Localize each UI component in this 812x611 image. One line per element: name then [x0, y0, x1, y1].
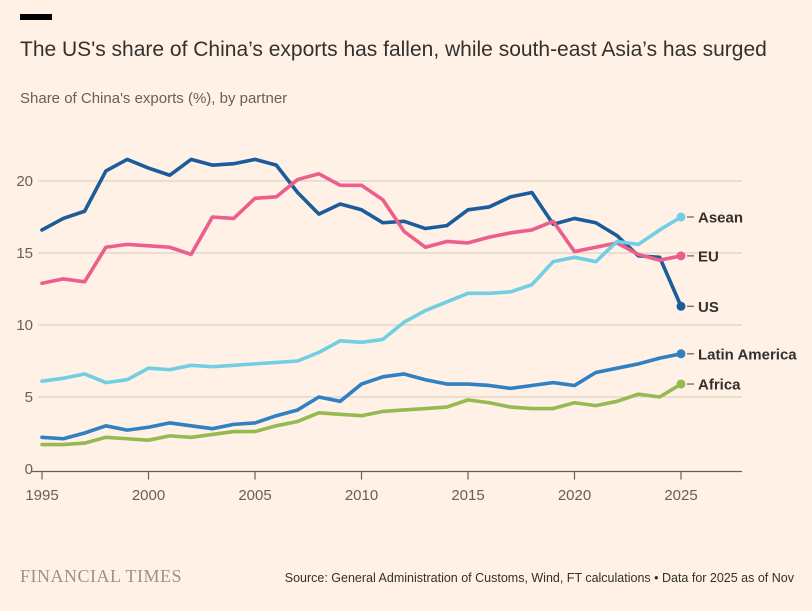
series-label-latin-america: Latin America: [698, 346, 797, 363]
series-label-eu: EU: [698, 248, 719, 265]
series-line-latin-america: [40, 351, 683, 441]
chart-header: The US's share of China’s exports has fa…: [0, 0, 812, 108]
financial-times-logo: FINANCIAL TIMES: [20, 566, 183, 586]
accent-bar: [20, 14, 52, 20]
x-tick-label-2025: 2025: [664, 487, 697, 504]
y-tick-label-10: 10: [16, 317, 33, 334]
chart-footer: FINANCIAL TIMES Source: General Administ…: [0, 558, 812, 611]
series-line-eu: [40, 172, 683, 286]
series-line-asean: [40, 215, 683, 385]
series-label-africa: Africa: [698, 377, 741, 394]
series-line-us: [40, 157, 683, 309]
series-dot-africa: [676, 379, 686, 389]
x-tick-label-2015: 2015: [451, 487, 484, 504]
y-tick-label-15: 15: [16, 245, 33, 262]
x-tick-label-2005: 2005: [238, 487, 271, 504]
x-tick-label-2010: 2010: [345, 487, 378, 504]
y-tick-label-0: 0: [25, 461, 33, 478]
y-tick-label-20: 20: [16, 173, 33, 190]
series-dot-asean: [676, 212, 686, 222]
x-tick-label-2020: 2020: [558, 487, 591, 504]
series-dot-us: [676, 301, 686, 311]
series-dot-latin-america: [676, 349, 686, 359]
x-tick-label-2000: 2000: [132, 487, 165, 504]
exports-share-line-chart: 0 5 10 15 20 1995 2000 2005 2010 2015 2020 2025 Asea…: [16, 157, 797, 504]
series-dot-eu: [676, 251, 686, 261]
chart-subtitle: Share of China's exports (%), by partner: [20, 90, 288, 107]
source-note: Source: General Administration of Custom…: [284, 571, 794, 585]
series-line-africa: [40, 382, 683, 447]
series-label-asean: Asean: [698, 210, 743, 227]
y-tick-label-5: 5: [25, 389, 33, 406]
x-tick-label-1995: 1995: [25, 487, 58, 504]
chart-title: The US's share of China’s exports has fa…: [20, 38, 767, 61]
series-label-us: US: [698, 299, 719, 316]
